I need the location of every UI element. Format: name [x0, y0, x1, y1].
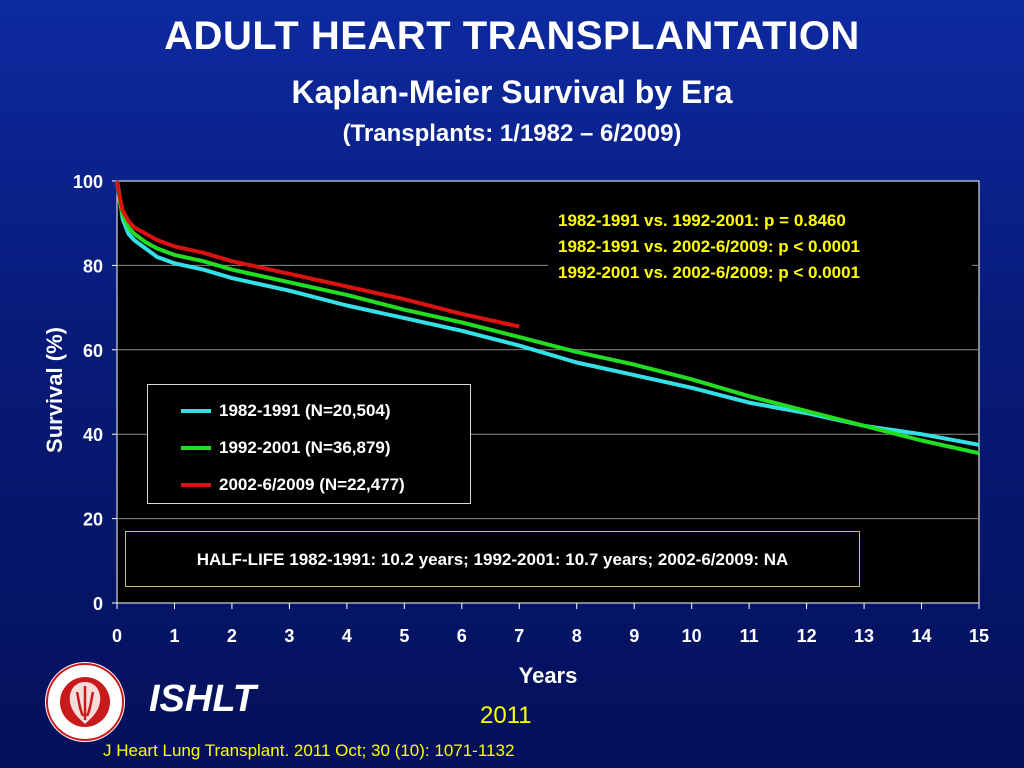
x-tick-label: 1: [169, 626, 179, 646]
x-tick-label: 11: [740, 626, 759, 646]
p-value-line: 1982-1991 vs. 1992-2001: p = 0.8460: [558, 211, 846, 230]
survival-line-series-1: [115, 180, 980, 447]
x-tick-label: 5: [399, 626, 409, 646]
x-tick-label: 3: [284, 626, 294, 646]
legend-swatch: [181, 409, 211, 413]
x-tick-label: 4: [342, 626, 352, 646]
slide-date-range: (Transplants: 1/1982 – 6/2009): [342, 120, 682, 147]
p-value-box: 1982-1991 vs. 1992-2001: p = 0.8460 1982…: [548, 208, 972, 286]
x-tick-label: 2: [227, 626, 237, 646]
p-value-line: 1982-1991 vs. 2002-6/2009: p < 0.0001: [558, 237, 860, 256]
y-tick-label: 80: [83, 256, 103, 276]
survival-line-series-3: [115, 180, 520, 329]
half-life-box: HALF-LIFE 1982-1991: 10.2 years; 1992-20…: [125, 531, 860, 587]
legend-swatch: [181, 483, 211, 487]
publication-year: 2011: [480, 702, 532, 729]
x-tick-label: 7: [514, 626, 524, 646]
x-tick-label: 9: [629, 626, 639, 646]
legend-label: 1982-1991 (N=20,504): [219, 401, 391, 420]
x-tick-label: 0: [112, 626, 122, 646]
x-tick-label: 15: [969, 626, 989, 646]
y-tick-label: 40: [83, 425, 103, 445]
ishlt-logo-icon: [45, 662, 125, 742]
slide-subtitle: Kaplan-Meier Survival by Era: [291, 74, 733, 110]
citation: J Heart Lung Transplant. 2011 Oct; 30 (1…: [103, 741, 515, 760]
legend-label: 2002-6/2009 (N=22,477): [219, 475, 405, 494]
x-axis-label: Years: [519, 663, 578, 688]
slide-title: ADULT HEART TRANSPLANTATION: [164, 14, 860, 58]
x-tick-label: 12: [797, 626, 817, 646]
x-tick-label: 13: [854, 626, 874, 646]
y-tick-label: 0: [93, 594, 103, 614]
chart-legend: 1982-1991 (N=20,504) 1992-2001 (N=36,879…: [147, 384, 471, 504]
legend-label: 1992-2001 (N=36,879): [219, 438, 391, 457]
y-tick-label: 60: [83, 341, 103, 361]
brand-name: ISHLT: [149, 678, 256, 720]
x-tick-label: 10: [682, 626, 702, 646]
y-axis-label: Survival (%): [42, 327, 67, 453]
x-tick-label: 14: [912, 626, 932, 646]
survival-line-series-2: [115, 180, 980, 456]
x-tick-label: 6: [457, 626, 467, 646]
legend-swatch: [181, 446, 211, 450]
y-tick-label: 20: [83, 510, 103, 530]
y-tick-label: 100: [73, 172, 103, 192]
x-tick-label: 8: [572, 626, 582, 646]
p-value-line: 1992-2001 vs. 2002-6/2009: p < 0.0001: [558, 263, 860, 282]
